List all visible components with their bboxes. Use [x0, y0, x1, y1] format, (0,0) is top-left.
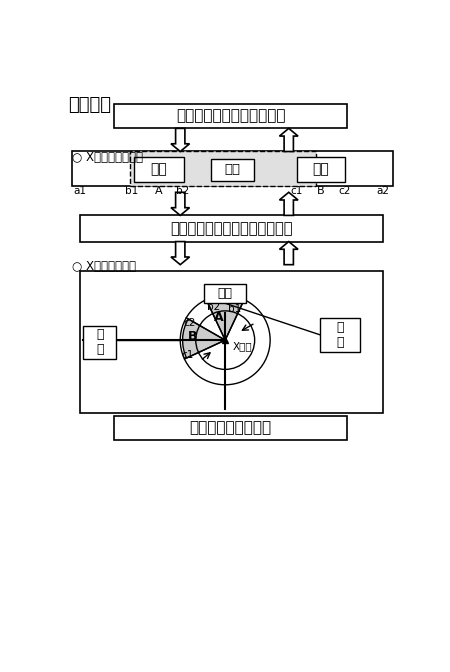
Bar	[320, 318, 360, 351]
Text: 役所: 役所	[150, 162, 167, 176]
Text: a2: a2	[377, 185, 390, 196]
Polygon shape	[171, 241, 189, 265]
Text: X地点: X地点	[233, 341, 252, 351]
Bar	[211, 159, 254, 181]
Wedge shape	[207, 298, 243, 340]
Polygon shape	[171, 128, 189, 151]
Bar	[72, 151, 393, 186]
Text: 公園: 公園	[312, 162, 329, 176]
Polygon shape	[279, 128, 298, 151]
Text: A: A	[214, 310, 224, 323]
Text: 学校: 学校	[224, 163, 240, 177]
Text: ○ X地点地図画面: ○ X地点地図画面	[72, 261, 136, 274]
Text: B: B	[317, 185, 324, 196]
Text: A: A	[155, 185, 162, 196]
Text: ○ X地点全方位映像: ○ X地点全方位映像	[72, 151, 143, 164]
Bar	[80, 216, 383, 241]
Text: b1: b1	[125, 185, 138, 196]
Bar	[297, 157, 345, 182]
Text: c2: c2	[338, 185, 351, 196]
Text: c1: c1	[181, 349, 194, 360]
Polygon shape	[279, 241, 298, 265]
Bar	[134, 157, 184, 182]
Text: 【図５】: 【図５】	[68, 96, 111, 114]
Bar	[114, 103, 347, 128]
Polygon shape	[171, 192, 189, 216]
Text: 視認方向・映像再生範囲制御部: 視認方向・映像再生範囲制御部	[170, 221, 292, 236]
Text: a1: a1	[73, 185, 86, 196]
Bar	[130, 151, 316, 186]
Text: 役所: 役所	[218, 288, 233, 300]
Text: c2: c2	[183, 318, 195, 328]
Text: b2: b2	[176, 185, 189, 196]
Text: c1: c1	[290, 185, 303, 196]
Text: 公
園: 公 園	[96, 329, 104, 356]
Text: b1: b1	[228, 304, 242, 314]
Text: 全方位映像再生範囲処理部: 全方位映像再生範囲処理部	[176, 109, 285, 124]
Text: b2: b2	[207, 302, 220, 312]
Text: 地図視認範囲処理部: 地図視認範囲処理部	[189, 421, 272, 435]
Polygon shape	[279, 192, 298, 216]
Bar	[80, 271, 383, 413]
Wedge shape	[183, 319, 225, 358]
Bar	[83, 327, 116, 359]
Text: 学
校: 学 校	[336, 321, 344, 349]
Bar	[203, 284, 246, 303]
Bar	[114, 415, 347, 440]
Text: B: B	[188, 330, 198, 343]
